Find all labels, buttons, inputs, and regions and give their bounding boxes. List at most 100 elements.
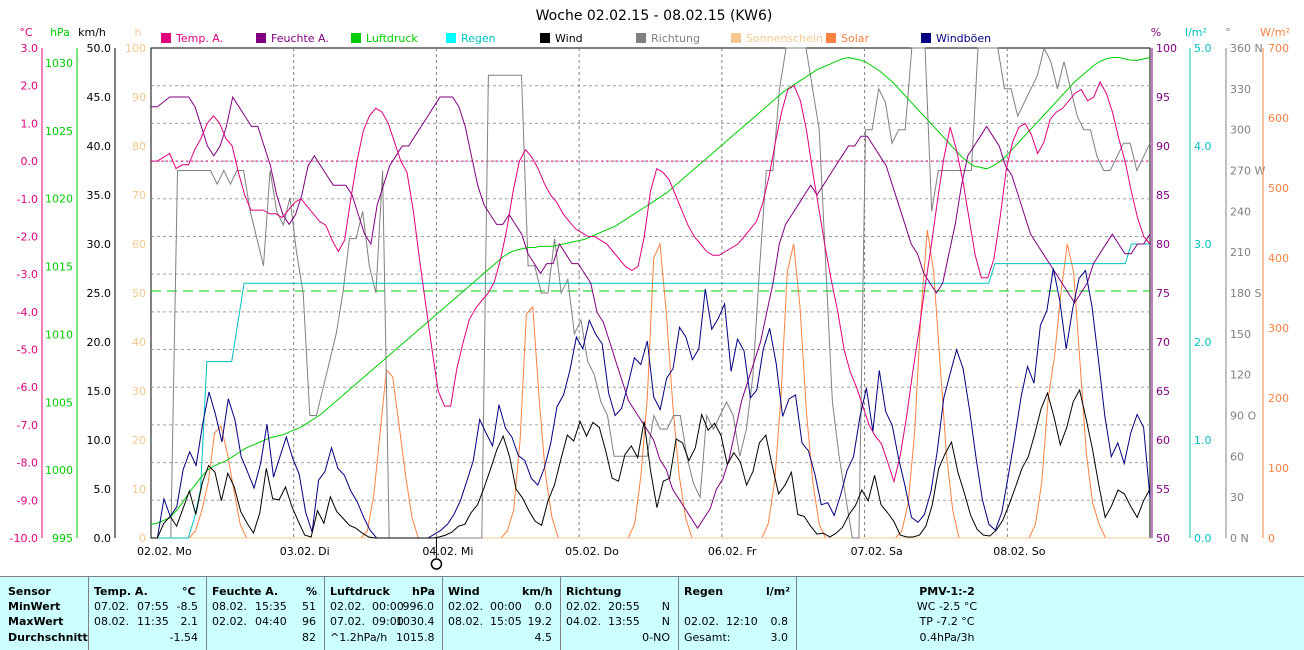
footer-hum-avg: 82 [302,631,316,644]
temp-tick-label: -3.0 [17,268,38,281]
wind-tick-label: 0.0 [94,532,112,545]
footer-wind-max-time: 15:05 [490,615,522,628]
weather-week-chart: Woche 02.02.15 - 08.02.15 (KW6) °C hPa k… [9,8,1290,570]
chart-series [150,46,1151,539]
x-tick-label: 08.02. So [993,545,1045,558]
sun-tick-label: 90 [132,91,146,104]
footer-dir-avg: 0-NO [642,631,670,644]
x-axis: 02.02. Mo 03.02. Di 04.02. Mi 05.02. Do 06.0… [137,538,1046,570]
chart-axes: 3.0 2.0 1.0 0.0 -1.0 -2.0 -3.0 -4.0 -5.0 -6.0 -7.0… [10,42,1289,545]
footer-press-title: Luftdruck [330,585,390,598]
legend-swatch [921,33,931,43]
footer-temp-min-date: 07.02. [94,600,129,613]
sun-tick-label: 60 [132,238,146,251]
wind-tick-label: 35.0 [87,189,112,202]
hum-tick-label: 75 [1156,287,1170,300]
footer-rain-total-label: Gesamt: [684,631,731,644]
legend-swatch [540,33,550,43]
hum-tick-label: 100 [1156,42,1177,55]
series-line-temp-a [151,80,1151,484]
footer-temp-unit: °C [182,585,196,598]
footer-wind-avg: 4.5 [534,631,553,644]
legend-label: Temp. A. [175,32,223,45]
footer-dir-title: Richtung [566,585,622,598]
rain-tick-label: 3.0 [1194,238,1212,251]
footer-dir-min-time: 20:55 [608,600,640,613]
footer-min-label: MinWert [8,600,61,613]
footer-separator [442,577,443,650]
footer-pmv-trend: 0.4hPa/3h [919,631,975,644]
footer-press-min-date: 02.02. [330,600,365,613]
footer-max-label: MaxWert [8,615,64,628]
hum-tick-label: 50 [1156,532,1170,545]
wind-tick-label: 15.0 [87,385,112,398]
hum-tick-label: 55 [1156,483,1170,496]
footer-rain-total: 3.0 [770,631,789,644]
footer-pmv-title: PMV-1:-2 [919,585,975,598]
solar-axis-unit: W/m² [1260,26,1290,39]
legend-label: Windböen [936,32,991,45]
footer-wind-max-date: 08.02. [448,615,483,628]
footer-rain-max-date: 02.02. [684,615,719,628]
wind-tick-label: 45.0 [87,91,112,104]
footer-hum-min-val: 51 [302,600,316,613]
temp-tick-label: -9.0 [17,494,38,507]
sun-tick-label: 100 [125,42,146,55]
x-tick-label: 07.02. Sa [851,545,903,558]
legend-swatch [446,33,456,43]
footer-hum-max-time: 04:40 [255,615,287,628]
legend-swatch [351,33,361,43]
x-tick-label: 02.02. Mo [137,545,192,558]
series-line-regen [151,243,1150,539]
footer-press-unit: hPa [412,585,436,598]
sun-tick-label: 50 [132,287,146,300]
chart-title: Woche 02.02.15 - 08.02.15 (KW6) [536,8,773,24]
footer-rain-max-time: 12:10 [726,615,758,628]
x-tick-label: 04.02. Mi [422,545,473,558]
legend-label: Sonnenschein [746,32,823,45]
footer-sensor-label: Sensor [8,585,51,598]
wind-tick-label: 40.0 [87,140,112,153]
sun-axis-unit: h [135,26,142,39]
temp-tick-label: -2.0 [17,230,38,243]
wind-tick-label: 10.0 [87,434,112,447]
footer-dir-max-time: 13:55 [608,615,640,628]
rain-tick-label: 1.0 [1194,434,1212,447]
footer-hum-min-date: 08.02. [212,600,247,613]
rain-tick-label: 0.0 [1194,532,1212,545]
dir-tick-label: 180 S [1230,287,1261,300]
footer-pmv-tp: TP -7.2 °C [919,615,975,628]
footer-dir-max-val: N [661,615,670,628]
solar-tick-label: 100 [1268,462,1289,475]
legend-swatch [256,33,266,43]
wind-tick-label: 50.0 [87,42,112,55]
dir-tick-label: 270 W [1230,165,1265,178]
temp-tick-label: 3.0 [21,42,39,55]
temp-tick-label: -7.0 [17,419,38,432]
legend-swatch [636,33,646,43]
press-tick-label: 1020 [45,193,73,206]
footer-separator [324,577,325,650]
legend-label: Wind [555,32,583,45]
hum-tick-label: 95 [1156,91,1170,104]
rain-tick-label: 2.0 [1194,336,1212,349]
footer-hum-unit: % [306,585,318,598]
footer-wind-unit: km/h [522,585,553,598]
footer-temp-max-date: 08.02. [94,615,129,628]
legend-swatch [826,33,836,43]
chart-legend: Temp. A. Feuchte A. Luftdruck Regen Wind Rich… [161,32,991,45]
press-tick-label: 1005 [45,396,73,409]
legend-label: Feuchte A. [271,32,329,45]
legend-label: Regen [461,32,496,45]
solar-tick-label: 400 [1268,252,1289,265]
solar-tick-label: 0 [1268,532,1275,545]
footer-press-max-date: 07.02. [330,615,365,628]
legend-swatch [161,33,171,43]
footer-hum-max-val: 96 [302,615,316,628]
footer-temp-avg: -1.54 [169,631,198,644]
hum-tick-label: 85 [1156,189,1170,202]
footer-separator [560,577,561,650]
footer-dir-max-date: 04.02. [566,615,601,628]
hum-axis-unit: % [1151,26,1161,39]
press-tick-label: 995 [52,532,73,545]
